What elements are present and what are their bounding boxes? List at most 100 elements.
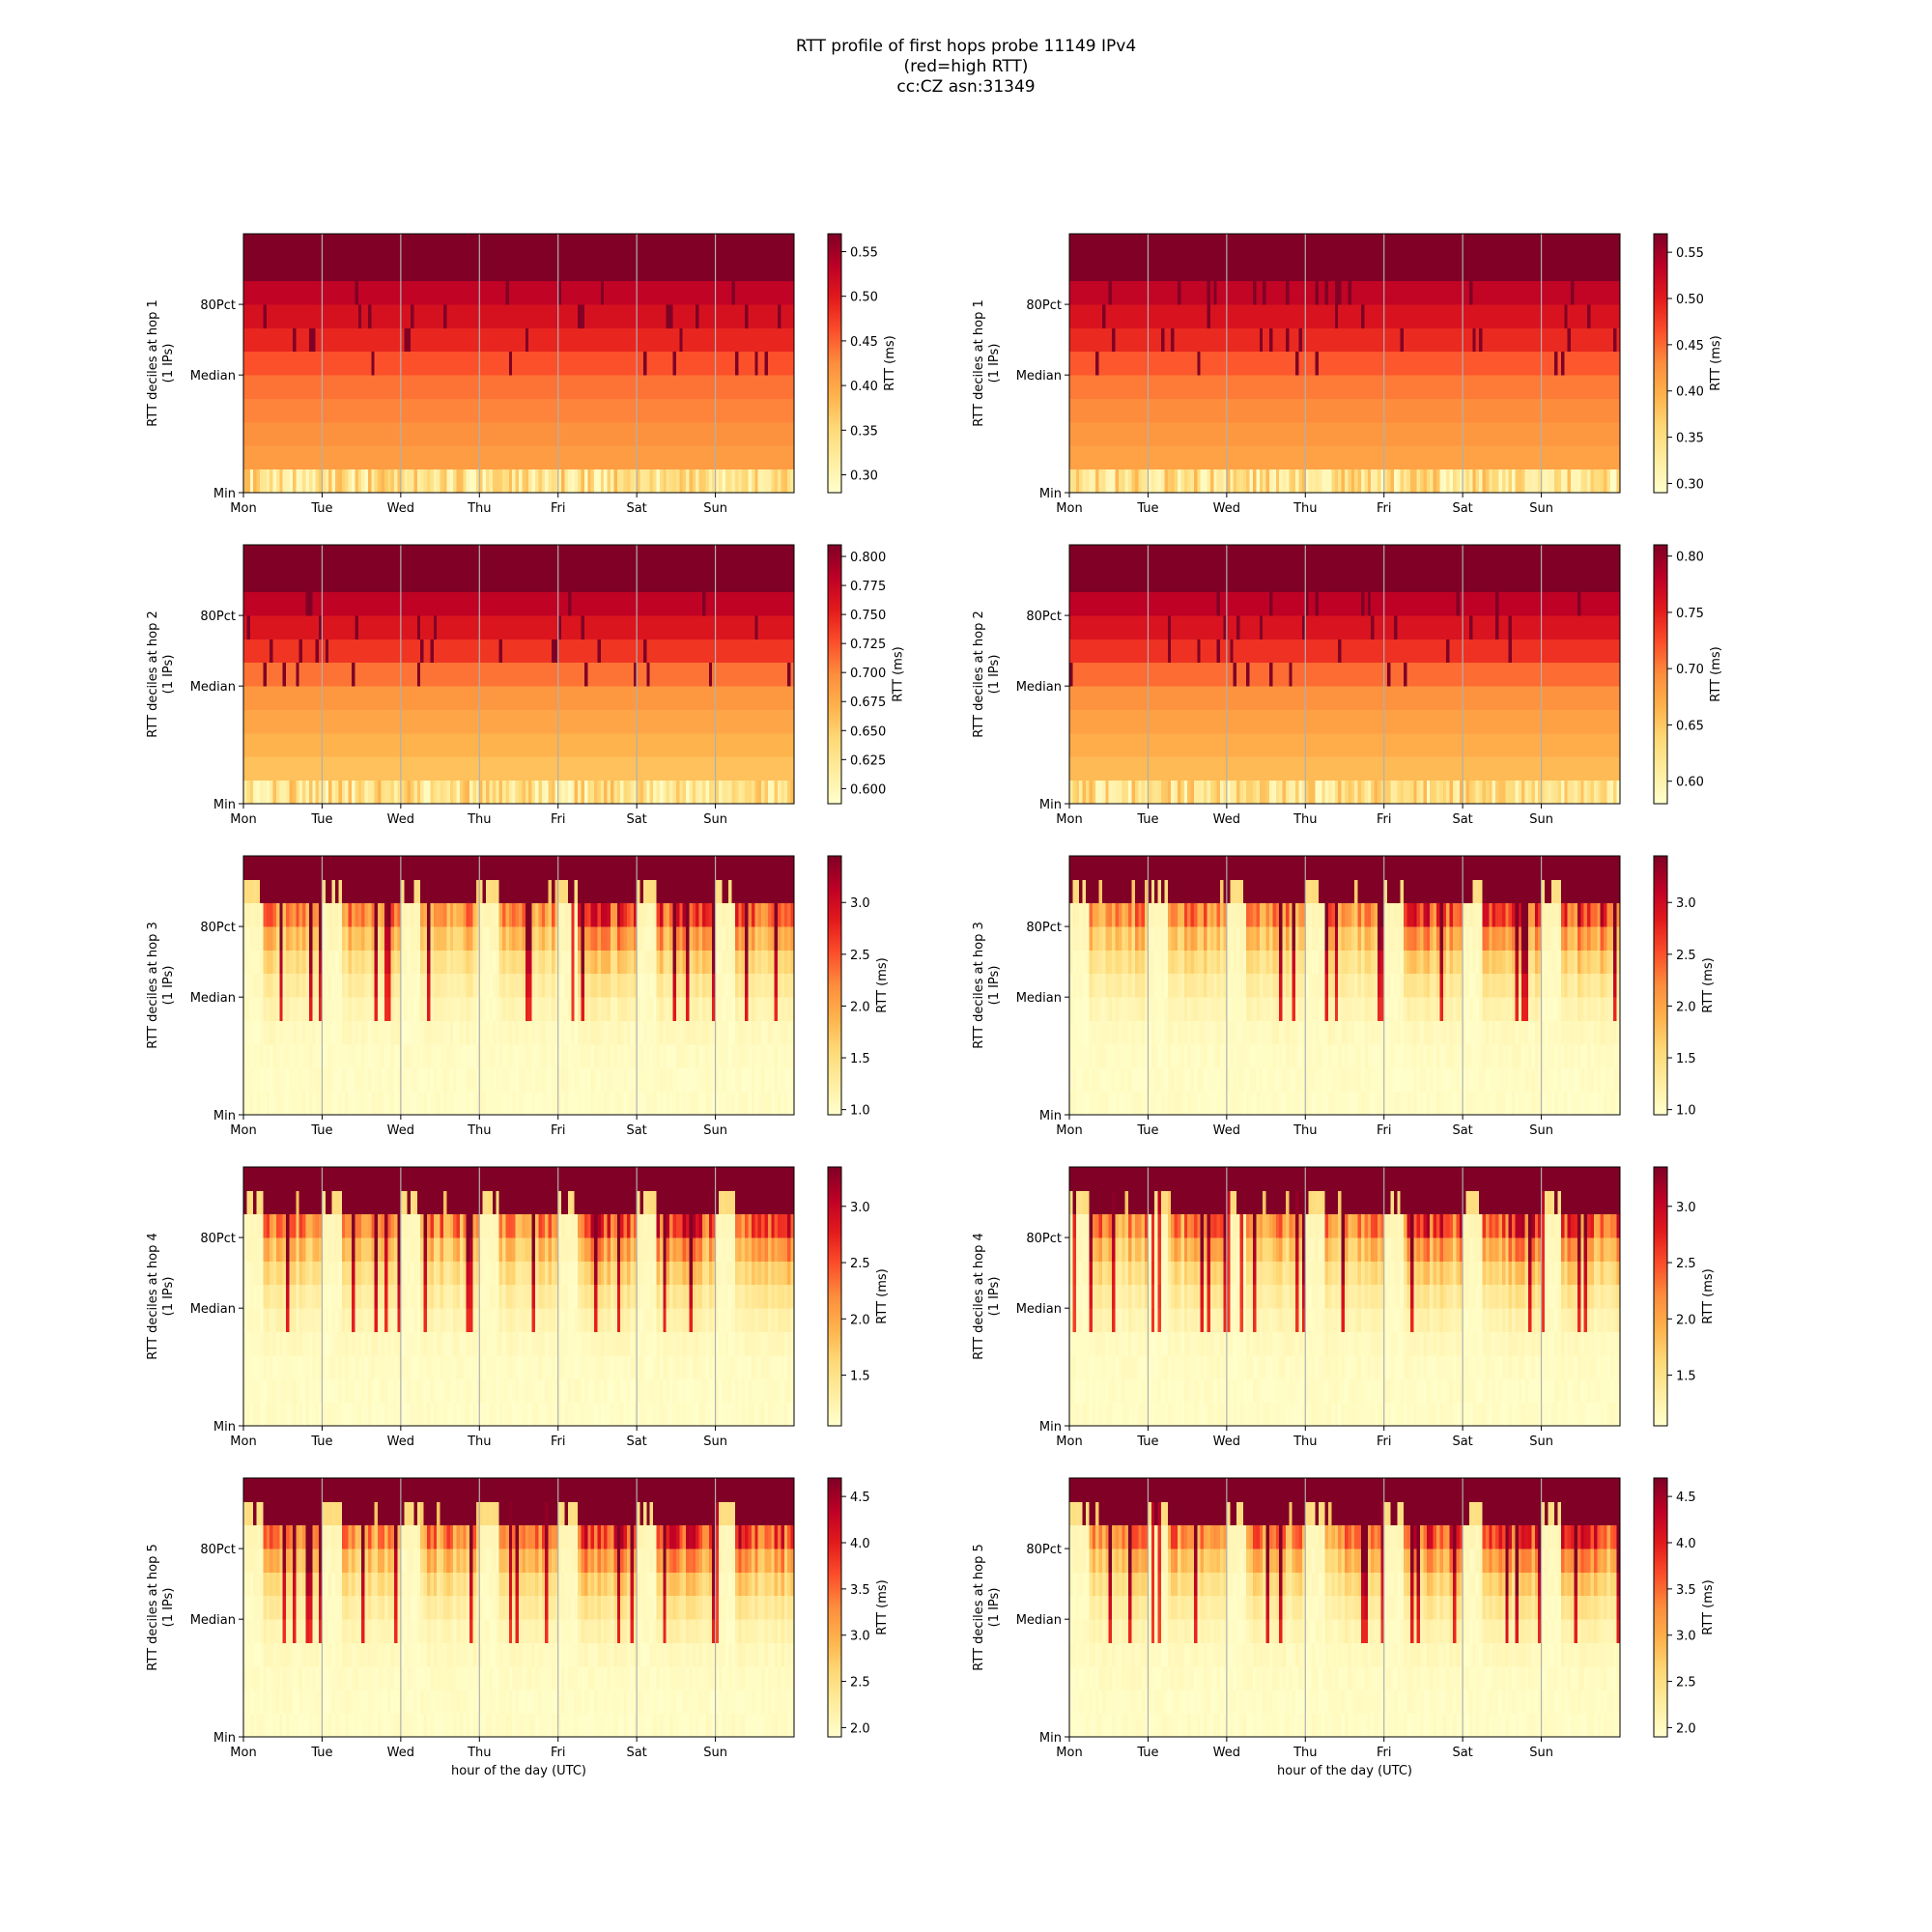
heatmap-cell [616, 280, 621, 305]
heatmap-cell [682, 304, 687, 328]
heatmap-cell [1360, 445, 1365, 470]
heatmap-cell [1505, 445, 1510, 470]
heatmap-cell [548, 732, 553, 757]
heatmap-cell [469, 327, 473, 353]
heatmap-cell [764, 280, 769, 305]
heatmap-cell [656, 469, 661, 494]
heatmap-cell [361, 469, 365, 494]
heatmap-cell [1436, 351, 1440, 376]
heatmap-cell [381, 421, 385, 446]
heatmap-cell [1541, 469, 1546, 494]
heatmap-cell [1069, 398, 1073, 423]
heatmap-cell [1183, 304, 1188, 328]
heatmap-cell [538, 257, 543, 282]
heatmap-cell [1413, 234, 1418, 258]
heatmap-cell [505, 591, 510, 616]
heatmap-cell [423, 568, 428, 593]
heatmap-cell [1597, 257, 1602, 282]
heatmap-cell [374, 709, 379, 734]
heatmap-cell [492, 327, 497, 353]
heatmap-cell [296, 756, 300, 781]
heatmap-cell [348, 257, 353, 282]
heatmap-cell [528, 327, 532, 353]
heatmap-cell [289, 375, 294, 399]
heatmap-cell [534, 545, 539, 569]
heatmap-cell [328, 756, 332, 781]
heatmap-cell [364, 732, 369, 757]
heatmap-cell [371, 375, 376, 399]
heatmap-cell [1383, 304, 1388, 328]
heatmap-cell [381, 545, 385, 569]
heatmap-cell [1604, 445, 1607, 470]
heatmap-cell [1233, 469, 1237, 494]
heatmap-cell [1613, 257, 1617, 282]
heatmap-cell [515, 686, 520, 710]
heatmap-cell [1604, 234, 1607, 258]
heatmap-cell [378, 304, 382, 328]
heatmap-cell [545, 662, 549, 687]
heatmap-cell [1423, 469, 1428, 494]
heatmap-cell [423, 545, 428, 569]
heatmap-cell [1482, 257, 1487, 282]
heatmap-cell [1089, 421, 1094, 446]
heatmap-cell [286, 445, 290, 470]
heatmap-cell [767, 234, 772, 258]
heatmap-cell [534, 445, 539, 470]
heatmap-cell [1118, 375, 1122, 399]
heatmap-cell [364, 351, 369, 376]
heatmap-cell [1449, 234, 1454, 258]
heatmap-cell [1265, 351, 1270, 376]
heatmap-cell [498, 304, 503, 328]
heatmap-cell [512, 732, 516, 757]
heatmap-cell [486, 591, 490, 616]
heatmap-cell [581, 445, 585, 470]
heatmap-cell [1505, 351, 1510, 376]
heatmap-cell [1393, 257, 1398, 282]
heatmap-cell [1446, 327, 1450, 353]
heatmap-cell [531, 545, 536, 569]
heatmap-cell [561, 304, 565, 328]
heatmap-cell [256, 280, 261, 305]
heatmap-cell [423, 398, 428, 423]
heatmap-cell [1341, 375, 1346, 399]
heatmap-cell [1282, 327, 1287, 353]
heatmap-cell [479, 469, 484, 494]
heatmap-cell [1364, 421, 1369, 446]
heatmap-cell [1521, 375, 1525, 399]
heatmap-cell [355, 421, 359, 446]
heatmap-cell [574, 756, 579, 781]
heatmap-cell [378, 445, 382, 470]
heatmap-cell [1242, 469, 1247, 494]
heatmap-cell [249, 421, 254, 446]
heatmap-cell [357, 756, 362, 781]
heatmap-cell [459, 780, 464, 805]
heatmap-cell [751, 445, 755, 470]
heatmap-cell [338, 780, 343, 805]
heatmap-cell [741, 421, 746, 446]
heatmap-cell [1400, 398, 1405, 423]
heatmap-cell [567, 756, 572, 781]
heatmap-cell [686, 375, 690, 399]
heatmap-cell [1157, 445, 1162, 470]
heatmap-cell [689, 257, 694, 282]
heatmap-cell [574, 234, 579, 258]
heatmap-cell [1482, 421, 1487, 446]
heatmap-cell [308, 421, 313, 446]
heatmap-cell [1209, 375, 1214, 399]
heatmap-cell [1223, 280, 1228, 305]
heatmap-cell [1374, 398, 1378, 423]
heatmap-cell [292, 545, 297, 569]
heatmap-cell [1459, 445, 1463, 470]
heatmap-cell [1465, 445, 1470, 470]
heatmap-cell [378, 327, 382, 353]
heatmap-cell [243, 327, 247, 353]
heatmap-cell [489, 280, 494, 305]
heatmap-cell [243, 568, 247, 593]
heatmap-cell [686, 351, 690, 376]
heatmap-cell [1301, 375, 1306, 399]
heatmap-cell [502, 662, 506, 687]
heatmap-cell [1341, 398, 1346, 423]
heatmap-cell [411, 304, 414, 328]
heatmap-cell [1295, 234, 1299, 258]
heatmap-cell [1397, 421, 1402, 446]
